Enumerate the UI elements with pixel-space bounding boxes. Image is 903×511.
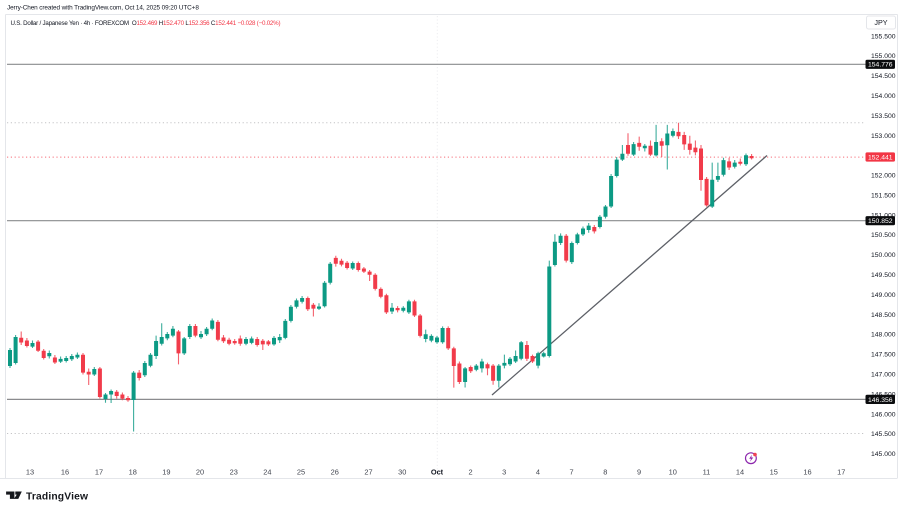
- svg-text:4: 4: [536, 468, 540, 477]
- svg-text:Jerry-Chen created with Tradin: Jerry-Chen created with TradingView.com,…: [7, 5, 199, 12]
- svg-text:13: 13: [26, 468, 34, 477]
- svg-text:148.000: 148.000: [871, 332, 896, 339]
- svg-text:30: 30: [398, 468, 406, 477]
- svg-text:7: 7: [570, 468, 574, 477]
- svg-text:150.852: 150.852: [868, 218, 893, 225]
- svg-text:9: 9: [637, 468, 641, 477]
- svg-text:17: 17: [95, 468, 103, 477]
- svg-text:155.500: 155.500: [871, 33, 896, 40]
- svg-text:154.500: 154.500: [871, 73, 896, 80]
- svg-text:154.000: 154.000: [871, 93, 896, 100]
- svg-text:146.356: 146.356: [868, 397, 893, 404]
- svg-text:10: 10: [669, 468, 677, 477]
- svg-text:3: 3: [502, 468, 506, 477]
- svg-text:149.500: 149.500: [871, 272, 896, 279]
- svg-text:145.000: 145.000: [871, 451, 896, 458]
- svg-text:25: 25: [297, 468, 305, 477]
- svg-text:27: 27: [364, 468, 372, 477]
- svg-text:U.S. Dollar / Japanese Yen · 4: U.S. Dollar / Japanese Yen · 4h · FOREXC…: [11, 20, 281, 27]
- svg-text:147.000: 147.000: [871, 372, 896, 379]
- svg-text:17: 17: [837, 468, 845, 477]
- svg-text:150.000: 150.000: [871, 252, 896, 259]
- svg-text:JPY: JPY: [874, 18, 887, 27]
- svg-text:149.000: 149.000: [871, 292, 896, 299]
- svg-text:16: 16: [803, 468, 811, 477]
- svg-text:TradingView: TradingView: [26, 492, 89, 503]
- svg-text:153.500: 153.500: [871, 113, 896, 120]
- svg-text:15: 15: [770, 468, 778, 477]
- svg-text:14: 14: [736, 468, 744, 477]
- svg-text:147.500: 147.500: [871, 352, 896, 359]
- svg-text:155.000: 155.000: [871, 53, 896, 60]
- svg-text:16: 16: [61, 468, 69, 477]
- svg-text:152.000: 152.000: [871, 173, 896, 180]
- svg-text:20: 20: [196, 468, 204, 477]
- svg-text:2: 2: [468, 468, 472, 477]
- svg-text:150.500: 150.500: [871, 232, 896, 239]
- svg-text:154.776: 154.776: [868, 62, 893, 69]
- svg-text:23: 23: [230, 468, 238, 477]
- svg-text:18: 18: [129, 468, 137, 477]
- svg-text:24: 24: [263, 468, 271, 477]
- svg-text:19: 19: [162, 468, 170, 477]
- svg-text:Oct: Oct: [431, 468, 444, 477]
- svg-text:151.500: 151.500: [871, 193, 896, 200]
- svg-text:148.500: 148.500: [871, 312, 896, 319]
- svg-text:11: 11: [703, 468, 711, 477]
- svg-text:153.000: 153.000: [871, 133, 896, 140]
- svg-text:8: 8: [603, 468, 607, 477]
- svg-text:26: 26: [331, 468, 339, 477]
- svg-text:145.500: 145.500: [871, 431, 896, 438]
- svg-text:146.000: 146.000: [871, 411, 896, 418]
- svg-text:152.441: 152.441: [868, 154, 893, 161]
- svg-text:151.000: 151.000: [871, 212, 896, 219]
